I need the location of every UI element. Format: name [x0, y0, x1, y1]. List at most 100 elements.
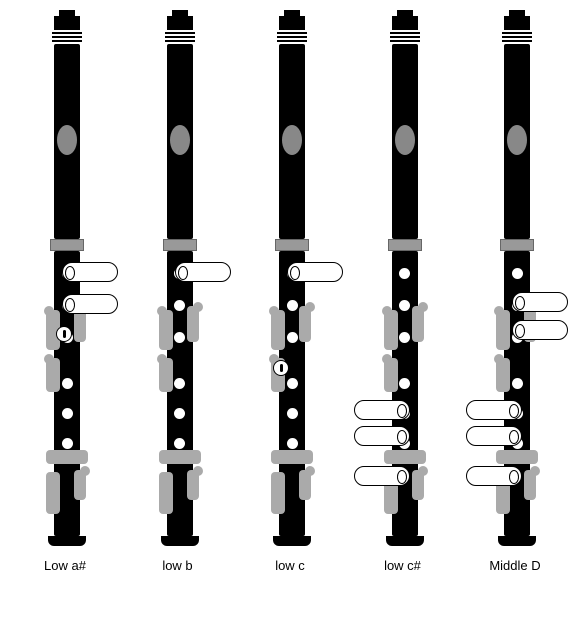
side-key	[271, 472, 285, 514]
fingernail	[397, 430, 407, 444]
finger	[466, 426, 522, 446]
finger	[62, 294, 118, 314]
side-key	[384, 450, 426, 464]
finger	[466, 400, 522, 420]
fingernail	[397, 470, 407, 484]
barrel-ring	[502, 40, 532, 42]
note-label: low c#	[384, 558, 421, 573]
finger	[354, 466, 410, 486]
fingernail	[178, 266, 188, 280]
key-post	[305, 302, 315, 312]
tone-hole	[62, 408, 73, 419]
key-post	[157, 354, 167, 364]
tone-hole	[512, 378, 523, 389]
mouthpiece	[54, 16, 80, 30]
side-key	[384, 310, 398, 350]
barrel-ring	[390, 36, 420, 38]
finger	[175, 262, 231, 282]
key-post	[157, 306, 167, 316]
fingernail	[509, 404, 519, 418]
mouthpiece	[392, 16, 418, 30]
middle-tenon	[275, 239, 309, 251]
side-key	[271, 310, 285, 350]
key-post	[494, 354, 504, 364]
key-post	[494, 306, 504, 316]
fingernail	[515, 296, 525, 310]
mouthpiece	[504, 16, 530, 30]
thumb-key-icon	[56, 326, 72, 342]
instrument-diagram	[123, 10, 233, 550]
tone-hole	[287, 332, 298, 343]
barrel-ring	[277, 32, 307, 34]
fingering-column: low c	[235, 10, 345, 573]
tone-hole	[512, 268, 523, 279]
thumb-key-icon	[273, 360, 289, 376]
tone-hole	[287, 378, 298, 389]
tone-hole	[174, 408, 185, 419]
key-post	[382, 306, 392, 316]
barrel-ring	[390, 40, 420, 42]
instrument-diagram	[235, 10, 345, 550]
middle-tenon	[500, 239, 534, 251]
barrel-ring	[165, 32, 195, 34]
key-post	[80, 466, 90, 476]
finger	[287, 262, 343, 282]
barrel-ring	[277, 40, 307, 42]
barrel-ring	[165, 40, 195, 42]
bell	[161, 536, 199, 546]
key-post	[44, 354, 54, 364]
barrel-ring	[52, 40, 82, 42]
fingering-column: low b	[123, 10, 233, 573]
barrel-ring	[502, 36, 532, 38]
tone-hole	[174, 300, 185, 311]
fingernail	[65, 266, 75, 280]
side-key	[46, 472, 60, 514]
side-key	[496, 310, 510, 350]
tone-hole	[62, 378, 73, 389]
note-label: low b	[162, 558, 192, 573]
register-pad	[57, 125, 77, 155]
register-pad	[282, 125, 302, 155]
side-key	[271, 450, 313, 464]
tone-hole	[399, 268, 410, 279]
key-post	[44, 306, 54, 316]
middle-tenon	[388, 239, 422, 251]
fingering-chart: Low a# low b	[10, 10, 570, 570]
tone-hole	[287, 438, 298, 449]
instrument-diagram	[10, 10, 120, 550]
bell	[386, 536, 424, 546]
mouthpiece	[279, 16, 305, 30]
tone-hole	[62, 438, 73, 449]
tone-hole	[287, 408, 298, 419]
fingernail	[509, 470, 519, 484]
finger	[354, 426, 410, 446]
barrel-ring	[52, 32, 82, 34]
note-label: low c	[275, 558, 305, 573]
bell	[498, 536, 536, 546]
note-label: Middle D	[489, 558, 540, 573]
middle-tenon	[50, 239, 84, 251]
bell	[48, 536, 86, 546]
fingernail	[65, 298, 75, 312]
register-pad	[507, 125, 527, 155]
fingering-column: Low a#	[10, 10, 120, 573]
fingernail	[515, 324, 525, 338]
finger	[354, 400, 410, 420]
register-pad	[395, 125, 415, 155]
tone-hole	[174, 378, 185, 389]
key-post	[418, 466, 428, 476]
key-post	[305, 466, 315, 476]
key-post	[193, 466, 203, 476]
bell	[273, 536, 311, 546]
fingering-column: Middle D	[460, 10, 570, 573]
key-post	[382, 354, 392, 364]
barrel-ring	[165, 36, 195, 38]
note-label: Low a#	[44, 558, 86, 573]
finger	[512, 320, 568, 340]
side-key	[496, 450, 538, 464]
fingernail	[509, 430, 519, 444]
barrel-ring	[502, 32, 532, 34]
finger	[512, 292, 568, 312]
middle-tenon	[163, 239, 197, 251]
side-key	[46, 450, 88, 464]
